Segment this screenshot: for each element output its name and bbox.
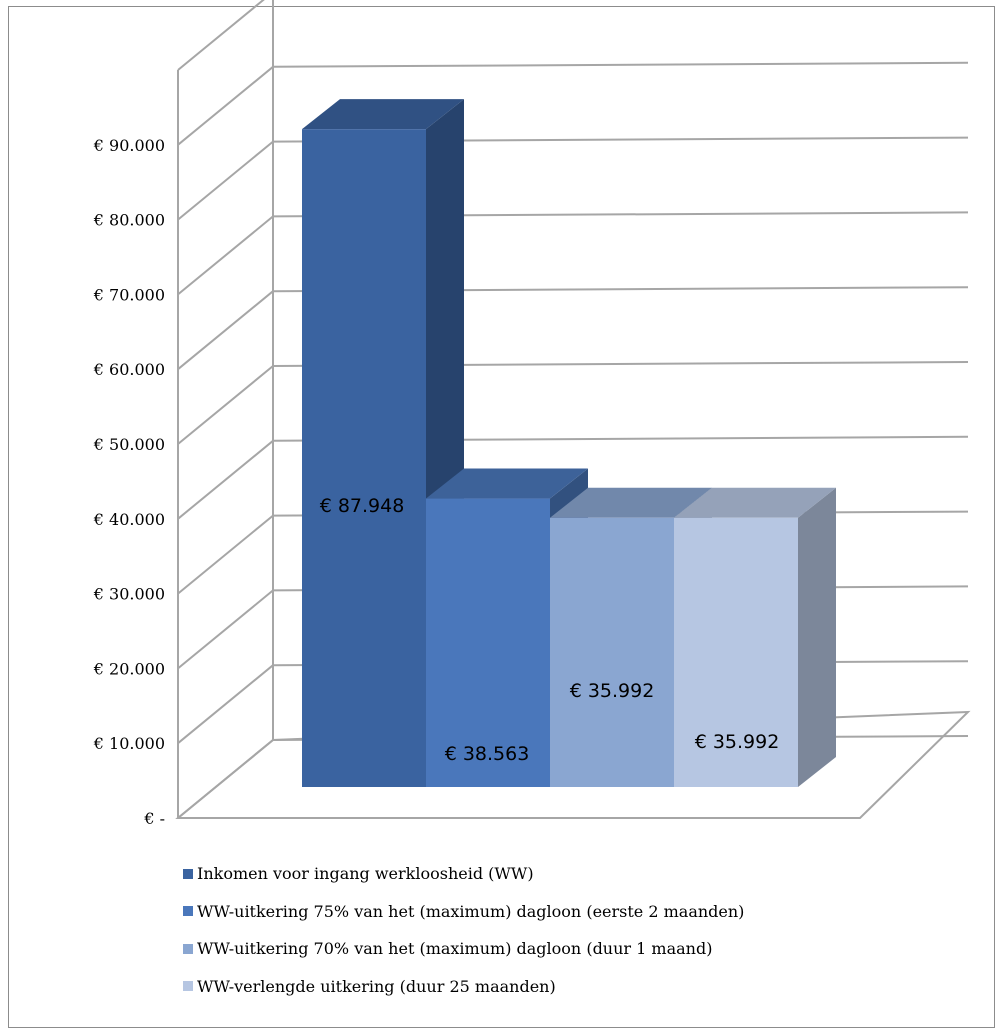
chart-plot: € - € 10.000 € 20.000 € 30.000 € 40.000 € 50.… xyxy=(93,0,971,828)
legend-label: WW-verlengde uitkering (duur 25 maanden) xyxy=(197,976,556,996)
y-tick-label: € 50.000 xyxy=(93,435,165,454)
bar xyxy=(302,129,426,788)
y-tick-label: € - xyxy=(143,809,165,828)
legend-label: Inkomen voor ingang werkloosheid (WW) xyxy=(197,864,534,884)
legend-item: WW-uitkering 70% van het (maximum) daglo… xyxy=(183,930,744,968)
data-label: € 35.992 xyxy=(570,680,655,702)
bar-top xyxy=(550,487,712,518)
legend-item: Inkomen voor ingang werkloosheid (WW) xyxy=(183,855,744,893)
legend-swatch xyxy=(183,868,193,879)
legend-item: WW-verlengde uitkering (duur 25 maanden) xyxy=(183,968,744,1006)
side-gridline xyxy=(177,514,274,595)
y-tick-label: € 30.000 xyxy=(93,585,165,604)
side-gridline xyxy=(177,66,274,146)
side-gridline xyxy=(177,365,274,445)
bar-side xyxy=(798,487,836,787)
bar xyxy=(550,517,674,787)
y-tick-label: € 90.000 xyxy=(93,136,165,155)
bar xyxy=(426,498,550,787)
y-tick-label: € 10.000 xyxy=(93,734,165,753)
data-label: € 87.948 xyxy=(320,495,405,517)
data-label: € 35.992 xyxy=(695,731,780,753)
y-tick-label: € 20.000 xyxy=(93,659,165,678)
bar-top xyxy=(426,468,588,499)
side-gridline xyxy=(177,739,274,819)
bar-top xyxy=(674,487,836,518)
side-gridline xyxy=(177,290,274,370)
side-gridline xyxy=(177,440,274,520)
legend-label: WW-uitkering 70% van het (maximum) daglo… xyxy=(197,939,713,959)
side-gridline xyxy=(177,664,274,744)
y-tick-label: € 80.000 xyxy=(93,211,165,230)
chart-legend: Inkomen voor ingang werkloosheid (WW) WW… xyxy=(183,855,744,1005)
y-tick-label: € 70.000 xyxy=(93,285,165,304)
y-tick-label: € 40.000 xyxy=(93,510,165,529)
data-label: € 38.563 xyxy=(445,743,530,765)
legend-item: WW-uitkering 75% van het (maximum) daglo… xyxy=(183,893,744,931)
legend-swatch xyxy=(183,981,193,992)
legend-swatch xyxy=(183,906,193,917)
bar xyxy=(674,517,798,787)
bar-top xyxy=(302,99,464,130)
side-gridline xyxy=(177,589,274,670)
legend-label: WW-uitkering 75% van het (maximum) daglo… xyxy=(197,901,745,921)
y-tick-label: € 60.000 xyxy=(93,360,165,379)
legend-swatch xyxy=(183,943,193,954)
side-gridline xyxy=(177,215,274,296)
side-gridline xyxy=(177,140,274,221)
back-gridline xyxy=(272,61,969,68)
side-gridline xyxy=(177,0,265,71)
